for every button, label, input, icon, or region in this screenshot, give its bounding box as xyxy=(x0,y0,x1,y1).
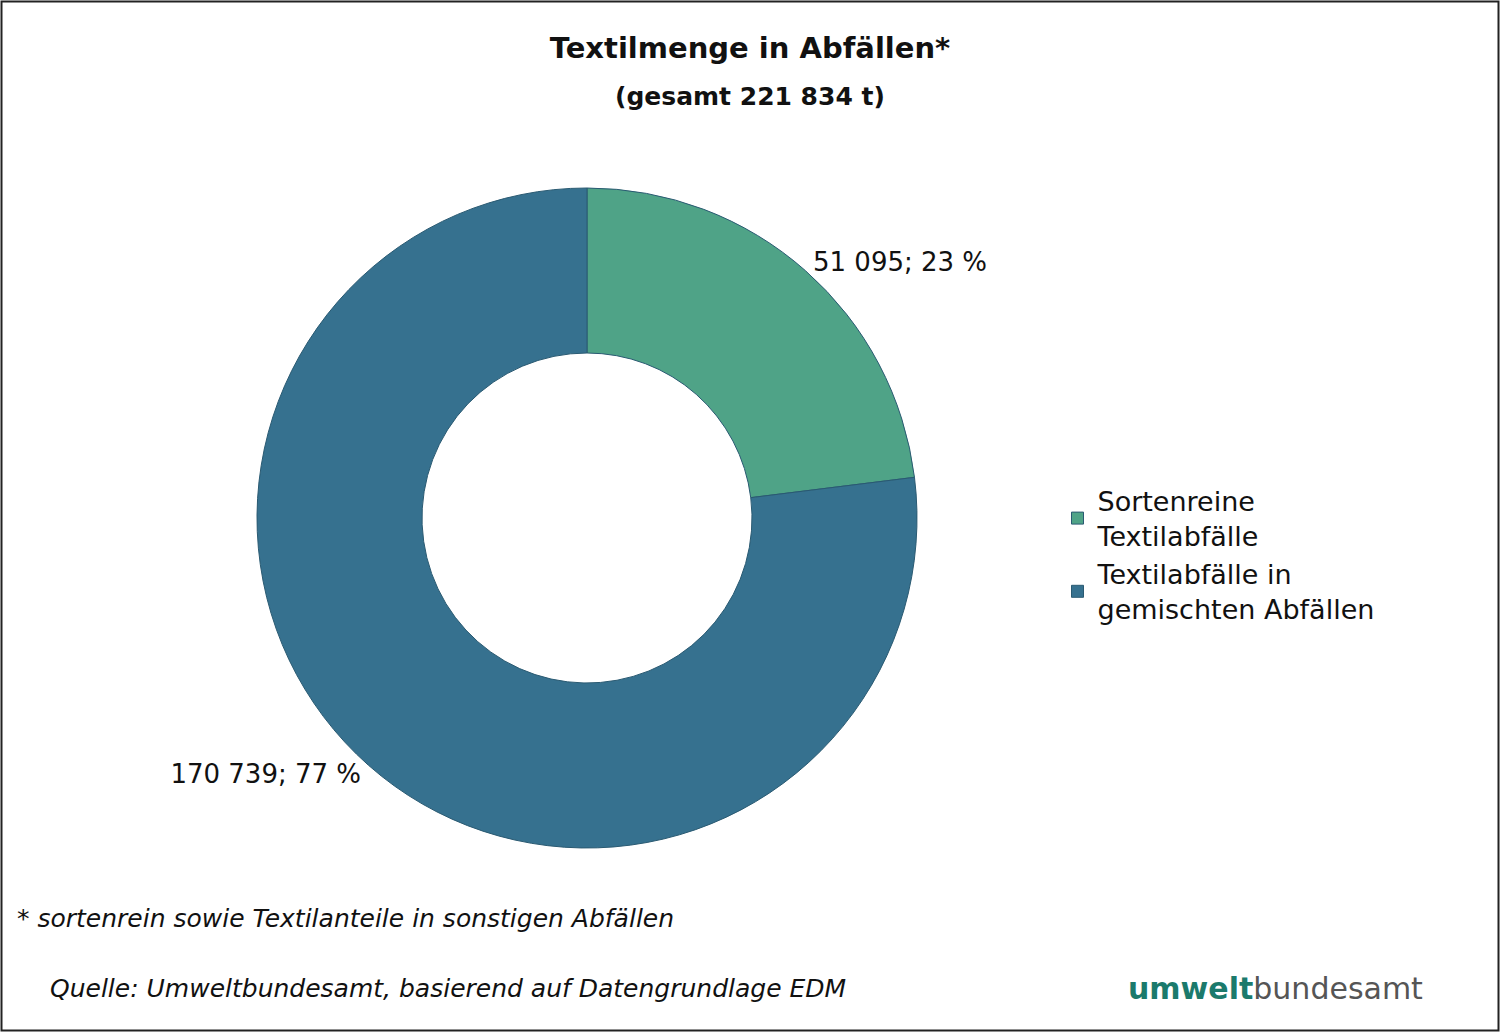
svg-text:(gesamt 221 834 t): (gesamt 221 834 t) xyxy=(615,82,885,111)
svg-text:* sortenrein sowie Textilantei: * sortenrein sowie Textilanteile in sons… xyxy=(17,904,674,933)
svg-text:Quelle: Umweltbundesamt, basie: Quelle: Umweltbundesamt, basierend auf D… xyxy=(50,974,846,1003)
svg-text:170 739; 77 %: 170 739; 77 % xyxy=(170,759,361,789)
svg-text:51 095; 23 %: 51 095; 23 % xyxy=(813,247,987,277)
svg-text:umweltbundesamt: umweltbundesamt xyxy=(1128,971,1423,1006)
svg-text:SortenreineTextilabfälle: SortenreineTextilabfälle xyxy=(1097,486,1259,552)
svg-text:Textilabfälle ingemischten Abf: Textilabfälle ingemischten Abfällen xyxy=(1097,559,1375,625)
svg-text:Textilmenge in Abfällen*: Textilmenge in Abfällen* xyxy=(550,31,951,65)
